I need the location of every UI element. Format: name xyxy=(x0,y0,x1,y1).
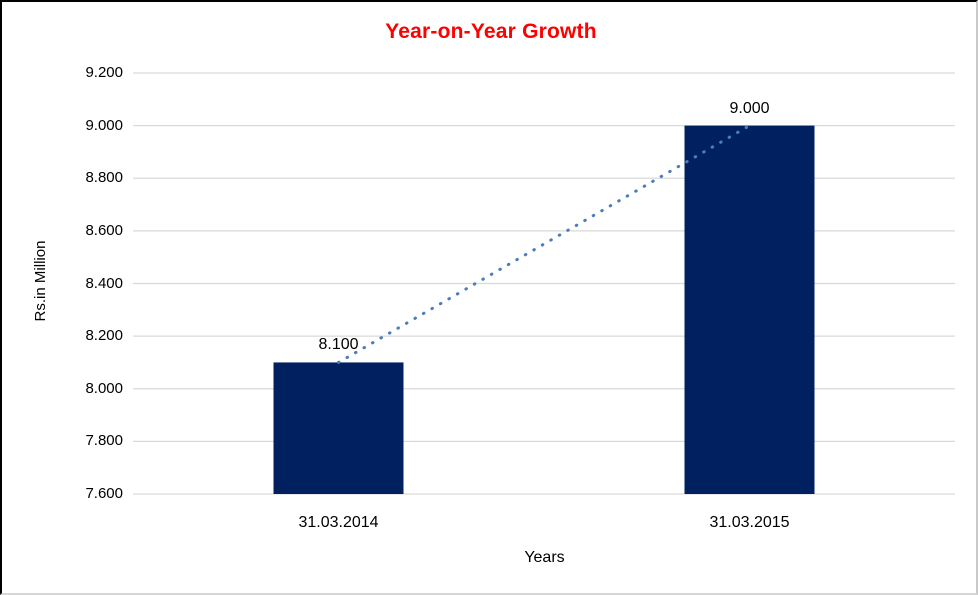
trendline xyxy=(337,124,751,364)
y-tick-label: 8.800 xyxy=(85,169,123,187)
y-tick-label: 7.600 xyxy=(85,485,123,502)
y-tick-label: 8.400 xyxy=(85,274,123,292)
bar[interactable] xyxy=(273,362,404,494)
x-axis-title: Years xyxy=(524,549,565,566)
bar-data-label: 9.000 xyxy=(729,99,770,117)
chart-title: Year-on-Year Growth xyxy=(385,20,597,43)
y-tick-label: 9.200 xyxy=(85,64,123,81)
x-tick-label: 31.03.2015 xyxy=(709,514,790,531)
y-tick-label: 9.000 xyxy=(85,116,123,134)
bar[interactable] xyxy=(684,125,815,494)
y-tick-label: 7.800 xyxy=(85,432,123,450)
bar-data-label: 8.100 xyxy=(318,336,359,354)
y-tick-label: 8.000 xyxy=(85,379,123,397)
y-tick-label: 8.600 xyxy=(85,221,123,239)
x-tick-label: 31.03.2014 xyxy=(298,514,379,531)
y-tick-label: 8.200 xyxy=(85,327,123,345)
